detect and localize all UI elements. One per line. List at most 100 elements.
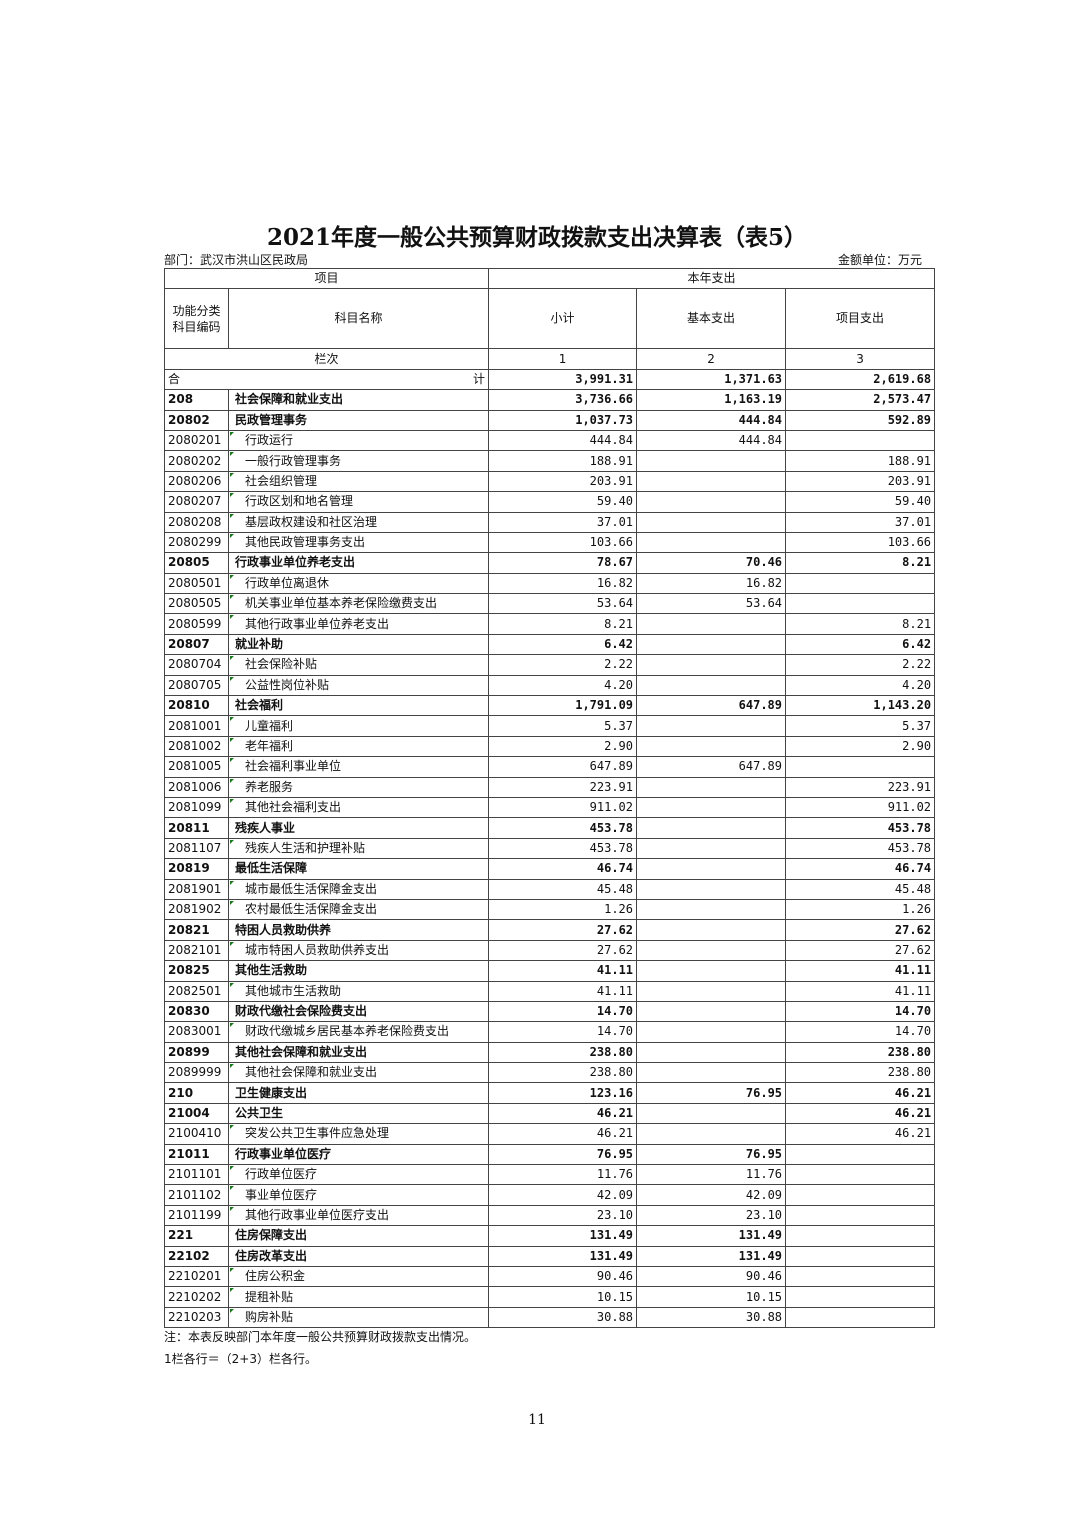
cell-basic: 76.95 [636, 1082, 787, 1104]
cell-project [785, 1245, 936, 1267]
cell-project: 1.26 [785, 898, 936, 921]
table-row: 2082101 城市特困人员救助供养支出 27.62 27.62 [164, 939, 936, 962]
cell-project: 27.62 [785, 919, 936, 941]
table-row: 2210203 购房补贴 30.88 30.88 [164, 1306, 936, 1329]
cell-subtotal: 2.90 [488, 735, 638, 758]
cell-basic: 11.76 [636, 1164, 787, 1186]
cell-subtotal: 46.21 [488, 1123, 638, 1145]
table-row: 20819 最低生活保障 46.74 46.74 [164, 858, 936, 880]
cell-subtotal: 16.82 [488, 572, 638, 595]
cell-basic: 90.46 [636, 1265, 787, 1288]
cell-subtotal: 911.02 [488, 796, 638, 819]
table-row: 2101199 其他行政事业单位医疗支出 23.10 23.10 [164, 1204, 936, 1227]
cell-project: 8.21 [785, 613, 936, 635]
cell-name: 社会保障和就业支出 [227, 389, 490, 411]
cell-project: 37.01 [785, 511, 936, 533]
cell-code: 2101102 [164, 1184, 229, 1206]
cell-project: 4.20 [785, 674, 936, 697]
cell-project: 238.80 [785, 1062, 936, 1084]
cell-subtotal: 14.70 [488, 1021, 638, 1043]
table-row: 20811 残疾人事业 453.78 453.78 [164, 817, 936, 839]
cell-name: 社会福利事业单位 [227, 756, 490, 778]
cell-project: 238.80 [785, 1041, 936, 1064]
cell-code: 2089999 [164, 1062, 229, 1084]
table-row: 2080206 社会组织管理 203.91 203.91 [164, 470, 936, 493]
cell-code: 2080208 [164, 511, 229, 533]
cell-subtotal: 59.40 [488, 491, 638, 513]
cell-name: 农村最低生活保障金支出 [227, 898, 490, 921]
cell-code: 2101199 [164, 1204, 229, 1227]
table-row: 2210202 提租补贴 10.15 10.15 [164, 1286, 936, 1308]
header-name: 科目名称 [227, 288, 490, 350]
table-row: 2080202 一般行政管理事务 188.91 188.91 [164, 450, 936, 472]
cell-project: 59.40 [785, 491, 936, 513]
cell-basic [636, 1062, 787, 1084]
cell-subtotal: 5.37 [488, 715, 638, 737]
cell-code: 20819 [164, 858, 229, 880]
cell-subtotal: 27.62 [488, 919, 638, 941]
cell-subtotal: 46.21 [488, 1102, 638, 1125]
cell-name: 社会组织管理 [227, 470, 490, 493]
header-code: 功能分类科目编码 [164, 288, 229, 350]
page-number: 11 [528, 1412, 546, 1428]
table-row: 20825 其他生活救助 41.11 41.11 [164, 960, 936, 982]
page-title: 2021年度一般公共预算财政拨款支出决算表（表5） [266, 224, 808, 251]
cell-name: 儿童福利 [227, 715, 490, 737]
cell-subtotal: 90.46 [488, 1265, 638, 1288]
cell-basic [636, 511, 787, 533]
cell-name: 特困人员救助供养 [227, 919, 490, 941]
cell-basic [636, 776, 787, 798]
cell-code: 2080705 [164, 674, 229, 697]
column-index-row: 栏次 1 2 3 [163, 348, 936, 370]
table-row: 2081107 残疾人生活和护理补贴 453.78 453.78 [164, 837, 936, 860]
cell-code: 2080201 [164, 429, 229, 452]
cell-subtotal: 10.15 [488, 1286, 638, 1308]
cell-code: 221 [164, 1225, 229, 1247]
table-row: 20802 民政管理事务 1,037.73 444.84 592.89 [164, 409, 936, 431]
cell-name: 机关事业单位基本养老保险缴费支出 [227, 593, 490, 615]
table-row: 2081005 社会福利事业单位 647.89 647.89 [164, 756, 936, 778]
cell-name: 行政事业单位养老支出 [227, 552, 490, 574]
table-row: 20807 就业补助 6.42 6.42 [164, 633, 936, 656]
table-row: 2080208 基层政权建设和社区治理 37.01 37.01 [164, 511, 936, 533]
cell-code: 2080202 [164, 450, 229, 472]
cell-project: 2.22 [785, 654, 936, 676]
cell-name: 行政事业单位医疗 [227, 1143, 490, 1166]
cell-project: 592.89 [785, 409, 936, 431]
cell-basic [636, 898, 787, 921]
table-row: 2080501 行政单位离退休 16.82 16.82 [164, 572, 936, 595]
cell-name: 购房补贴 [227, 1306, 490, 1329]
cell-code: 20807 [164, 633, 229, 656]
cell-basic: 10.15 [636, 1286, 787, 1308]
cell-subtotal: 2.22 [488, 654, 638, 676]
cell-code: 2080299 [164, 531, 229, 554]
cell-subtotal: 41.11 [488, 960, 638, 982]
cell-basic [636, 817, 787, 839]
cell-basic: 76.95 [636, 1143, 787, 1166]
cell-subtotal: 123.16 [488, 1082, 638, 1104]
cell-basic: 16.82 [636, 572, 787, 595]
cell-subtotal: 53.64 [488, 593, 638, 615]
cell-basic [636, 939, 787, 962]
table-row: 2101101 行政单位医疗 11.76 11.76 [164, 1164, 936, 1186]
cell-name: 残疾人事业 [227, 817, 490, 839]
cell-subtotal: 3,736.66 [488, 389, 638, 411]
cell-code: 2082101 [164, 939, 229, 962]
cell-name: 其他城市生活救助 [227, 980, 490, 1002]
cell-project [785, 593, 936, 615]
cell-project [785, 756, 936, 778]
cell-name: 民政管理事务 [227, 409, 490, 431]
cell-subtotal: 27.62 [488, 939, 638, 962]
cell-subtotal: 23.10 [488, 1204, 638, 1227]
cell-basic [636, 980, 787, 1002]
table-row: 2080705 公益性岗位补贴 4.20 4.20 [164, 674, 936, 697]
cell-basic: 30.88 [636, 1306, 787, 1329]
cell-subtotal: 8.21 [488, 613, 638, 635]
cell-name: 一般行政管理事务 [227, 450, 490, 472]
cell-code: 2081902 [164, 898, 229, 921]
cell-basic: 131.49 [636, 1245, 787, 1267]
cell-code: 2080207 [164, 491, 229, 513]
cell-name: 行政区划和地名管理 [227, 491, 490, 513]
total-label-left: 合 [168, 371, 181, 386]
cell-project [785, 1265, 936, 1288]
